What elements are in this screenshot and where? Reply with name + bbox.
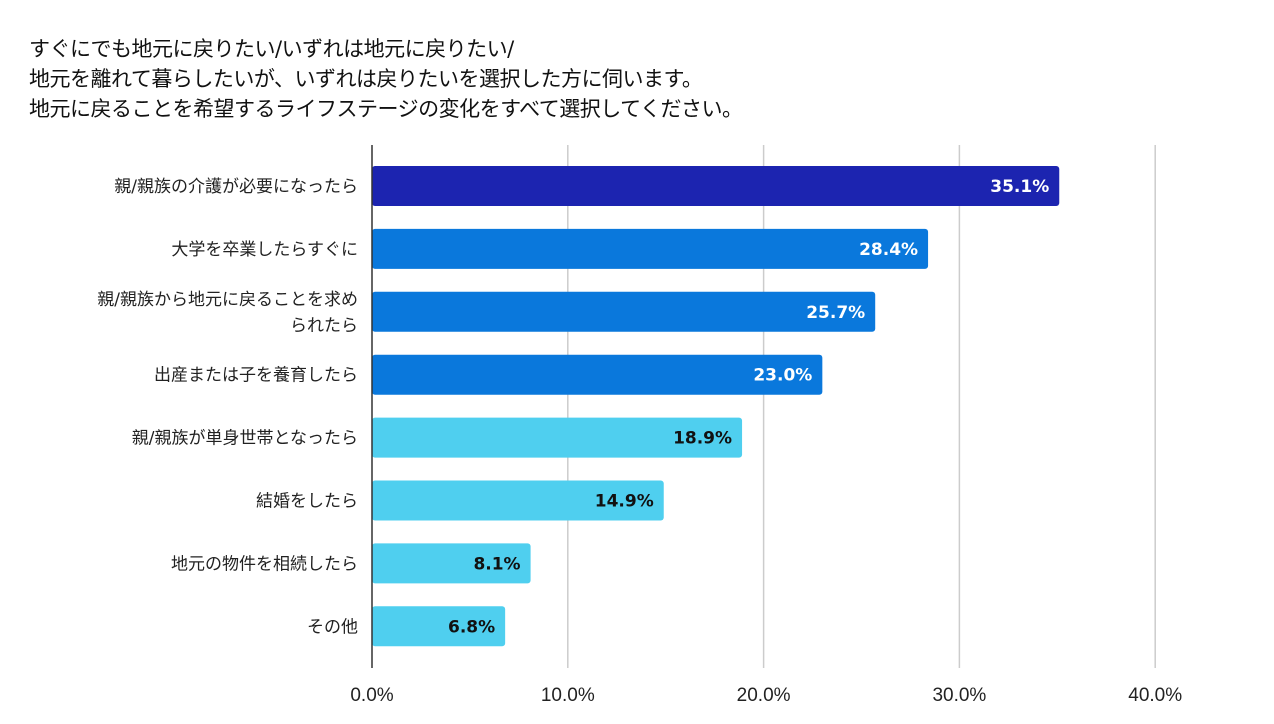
data-label: 18.9% (673, 429, 732, 449)
category-label: 出産または子を養育したら (154, 366, 358, 386)
bar (372, 480, 664, 521)
bar (372, 606, 506, 647)
bar (372, 166, 1060, 206)
bar (372, 228, 929, 269)
bar (372, 417, 743, 458)
x-tick-label: 40.0% (1128, 685, 1182, 706)
bar (372, 291, 876, 332)
category-label: 親/親族の介護が必要になったら (114, 177, 358, 197)
category-label: 親/親族から地元に戻ることを求め (97, 290, 358, 310)
data-label: 25.7% (806, 303, 865, 323)
chart-title-line: 地元に戻ることを希望するライフステージの変化をすべて選択してください。 (29, 97, 743, 121)
x-tick-label: 0.0% (350, 685, 393, 706)
bar (372, 354, 823, 395)
data-label: 8.1% (473, 554, 520, 574)
chart-title: すぐにでも地元に戻りたい/いずれは地元に戻りたい/ 地元を離れて暮らしたいが、い… (29, 34, 743, 124)
category-label: られたら (290, 316, 358, 336)
category-label: 親/親族が単身世帯となったら (132, 429, 358, 449)
chart-title-line: すぐにでも地元に戻りたい/いずれは地元に戻りたい/ (29, 37, 514, 61)
data-label: 23.0% (753, 366, 812, 386)
category-label: 大学を卒業したらすぐに (171, 240, 358, 260)
x-tick-label: 30.0% (932, 685, 986, 706)
bar (372, 543, 531, 584)
data-label: 6.8% (448, 617, 495, 637)
chart-title-line: 地元を離れて暮らしたいが、いずれは戻りたいを選択した方に伺います。 (29, 67, 703, 91)
data-label: 28.4% (859, 240, 918, 260)
data-label: 14.9% (595, 492, 654, 512)
category-label: その他 (307, 617, 358, 637)
category-label: 結婚をしたら (256, 492, 358, 512)
data-label: 35.1% (990, 177, 1049, 197)
x-tick-label: 20.0% (737, 685, 791, 706)
x-tick-label: 10.0% (541, 685, 595, 706)
category-label: 地元の物件を相続したら (171, 554, 358, 574)
